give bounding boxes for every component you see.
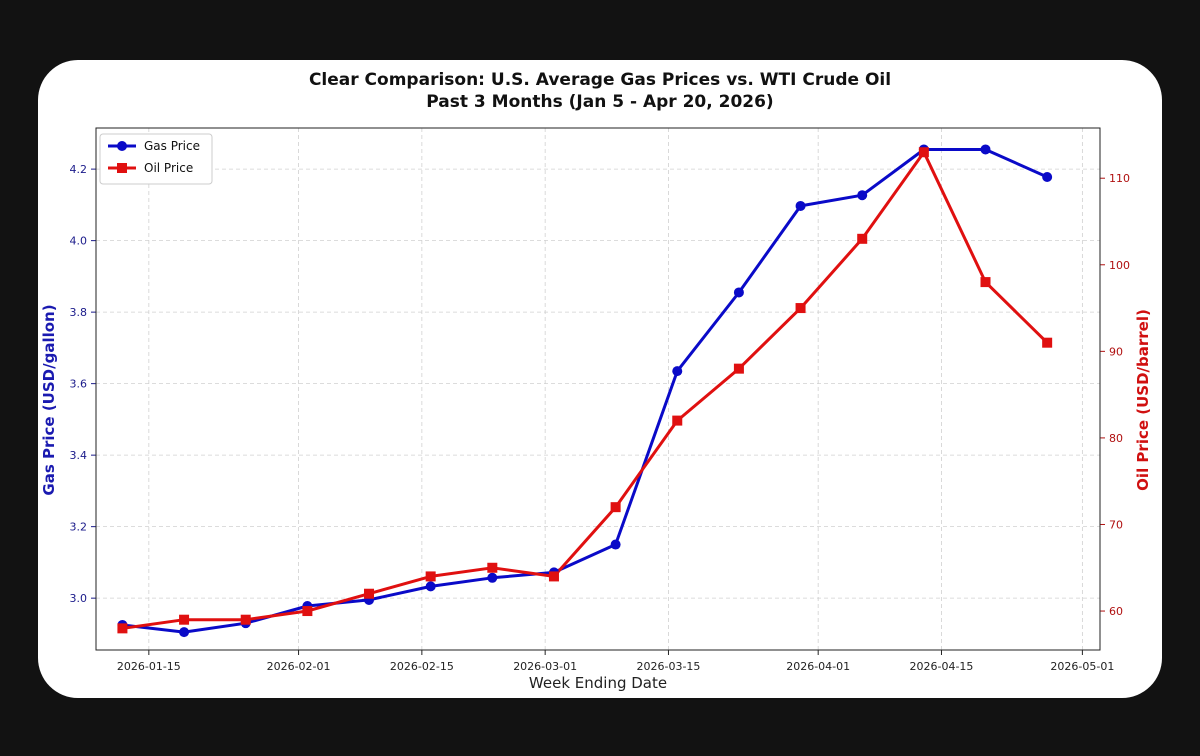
oil-price-point xyxy=(980,277,991,288)
y-left-tick-label: 3.2 xyxy=(70,521,88,534)
x-tick-label: 2026-04-01 xyxy=(786,660,850,673)
y-left-tick-label: 3.4 xyxy=(70,449,88,462)
gas-price-point xyxy=(610,539,621,550)
x-axis-label: Week Ending Date xyxy=(529,674,667,692)
oil-price-point xyxy=(1042,337,1053,348)
legend-oil-label: Oil Price xyxy=(144,161,193,175)
oil-price-line xyxy=(122,150,1049,630)
gas-price-point xyxy=(733,287,744,298)
x-tick-label: 2026-02-15 xyxy=(390,660,454,673)
gas-price-point xyxy=(672,366,683,377)
oil-price-point xyxy=(364,588,375,599)
gas-price-point xyxy=(857,190,868,201)
x-tick-label: 2026-01-15 xyxy=(117,660,181,673)
oil-price-point xyxy=(302,606,313,617)
plot-frame xyxy=(95,127,1101,651)
gas-price-point xyxy=(179,627,190,638)
oil-price-point xyxy=(672,415,683,426)
oil-price-point xyxy=(857,233,868,244)
oil-price-point xyxy=(487,562,498,573)
y-axis-right-label: Oil Price (USD/barrel) xyxy=(1134,309,1152,491)
y-right-tick-label: 90 xyxy=(1109,345,1123,358)
legend-oil-marker xyxy=(117,163,127,173)
chart-title: Clear Comparison: U.S. Average Gas Price… xyxy=(309,70,891,90)
x-tick-label: 2026-02-01 xyxy=(267,660,331,673)
y-axis-left-label: Gas Price (USD/gallon) xyxy=(40,304,58,495)
oil-price-point xyxy=(610,502,621,513)
gas-price-point xyxy=(1042,171,1053,182)
gas-price-point xyxy=(795,200,806,211)
series-lines xyxy=(122,148,1049,634)
y-left-tick-label: 4.0 xyxy=(70,235,88,248)
oil-price-point xyxy=(918,147,929,158)
x-tick-label: 2026-05-01 xyxy=(1050,660,1114,673)
chart: Clear Comparison: U.S. Average Gas Price… xyxy=(40,70,1152,692)
y-left-tick-label: 3.0 xyxy=(70,592,88,605)
gas-price-point xyxy=(425,581,436,592)
x-tick-label: 2026-04-15 xyxy=(910,660,974,673)
oil-price-point xyxy=(117,623,128,634)
legend-gas-marker xyxy=(117,141,127,151)
gas-price-point xyxy=(487,572,498,583)
oil-price-point xyxy=(425,571,436,582)
chart-subtitle: Past 3 Months (Jan 5 - Apr 20, 2026) xyxy=(426,92,773,112)
y-right-tick-label: 70 xyxy=(1109,518,1123,531)
y-right-tick-label: 100 xyxy=(1109,259,1130,272)
legend-gas-label: Gas Price xyxy=(144,139,200,153)
legend: Gas Price Oil Price xyxy=(99,133,213,185)
oil-price-point xyxy=(733,363,744,374)
x-tick-label: 2026-03-01 xyxy=(513,660,577,673)
y-left-tick-label: 4.2 xyxy=(70,163,88,176)
series-markers xyxy=(117,144,1053,638)
axes xyxy=(91,127,1105,655)
y-left-tick-label: 3.8 xyxy=(70,306,88,319)
tick-labels: 2026-01-15 2026-02-01 2026-02-15 2026-03-01… xyxy=(70,163,1131,673)
chart-card: Clear Comparison: U.S. Average Gas Price… xyxy=(38,60,1162,698)
gas-price-line xyxy=(122,148,1048,634)
y-right-tick-label: 60 xyxy=(1109,605,1123,618)
x-tick-label: 2026-03-15 xyxy=(636,660,700,673)
y-left-tick-label: 3.6 xyxy=(70,378,88,391)
oil-price-point xyxy=(240,614,251,625)
y-right-tick-label: 80 xyxy=(1109,432,1123,445)
oil-price-point xyxy=(795,303,806,314)
y-right-tick-label: 110 xyxy=(1109,172,1130,185)
gas-price-point xyxy=(980,144,991,155)
oil-price-point xyxy=(548,571,559,582)
oil-price-point xyxy=(179,614,190,625)
